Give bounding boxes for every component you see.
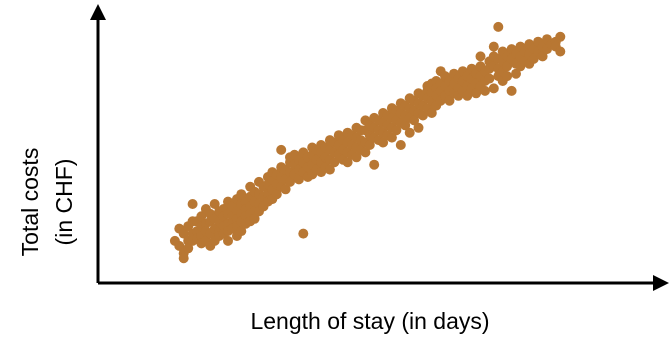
data-point bbox=[555, 31, 566, 42]
data-point bbox=[475, 51, 486, 62]
data-point bbox=[249, 213, 260, 224]
data-point bbox=[324, 164, 335, 175]
data-point bbox=[488, 41, 499, 52]
data-point bbox=[537, 51, 548, 62]
data-point bbox=[364, 140, 375, 150]
data-point bbox=[236, 226, 247, 237]
data-point bbox=[444, 95, 455, 106]
data-point bbox=[471, 88, 482, 99]
data-points bbox=[169, 21, 566, 264]
data-point bbox=[223, 235, 233, 246]
data-point bbox=[196, 211, 207, 222]
data-point bbox=[409, 115, 420, 126]
data-point bbox=[351, 152, 362, 163]
x-axis-arrowhead bbox=[653, 275, 669, 291]
data-point bbox=[369, 159, 380, 170]
data-point bbox=[426, 108, 437, 118]
data-point bbox=[413, 122, 424, 133]
data-point bbox=[386, 132, 397, 143]
data-point bbox=[174, 240, 185, 251]
data-point bbox=[511, 68, 521, 79]
data-point bbox=[484, 73, 495, 84]
data-point bbox=[285, 176, 295, 187]
data-point bbox=[488, 83, 499, 94]
data-point bbox=[280, 184, 291, 195]
data-point bbox=[271, 189, 282, 200]
data-point bbox=[178, 253, 189, 264]
data-point bbox=[506, 85, 517, 96]
data-point bbox=[404, 127, 415, 138]
data-point bbox=[395, 140, 406, 150]
data-point bbox=[555, 46, 566, 57]
data-point bbox=[298, 228, 309, 239]
data-point bbox=[391, 125, 402, 136]
data-point bbox=[417, 110, 428, 121]
data-point bbox=[236, 189, 247, 200]
data-point bbox=[276, 144, 287, 155]
data-point bbox=[502, 71, 513, 82]
data-point bbox=[360, 147, 371, 158]
y-axis-title-line-1: Total costs bbox=[17, 148, 43, 257]
data-point bbox=[400, 120, 411, 131]
y-axis-title-line-2: (in CHF) bbox=[51, 159, 77, 246]
data-point bbox=[378, 137, 389, 148]
y-axis-arrowhead bbox=[90, 4, 106, 20]
data-point bbox=[178, 228, 189, 239]
data-point bbox=[493, 21, 504, 32]
data-point bbox=[293, 174, 304, 185]
data-point bbox=[528, 53, 539, 64]
data-point bbox=[183, 243, 194, 254]
data-point bbox=[462, 90, 473, 101]
data-point bbox=[329, 157, 340, 168]
x-axis-title: Length of stay (in days) bbox=[250, 308, 489, 334]
data-point bbox=[187, 199, 198, 209]
data-point bbox=[502, 61, 513, 72]
data-point bbox=[342, 157, 353, 168]
data-point bbox=[209, 199, 220, 209]
data-point bbox=[480, 85, 490, 96]
